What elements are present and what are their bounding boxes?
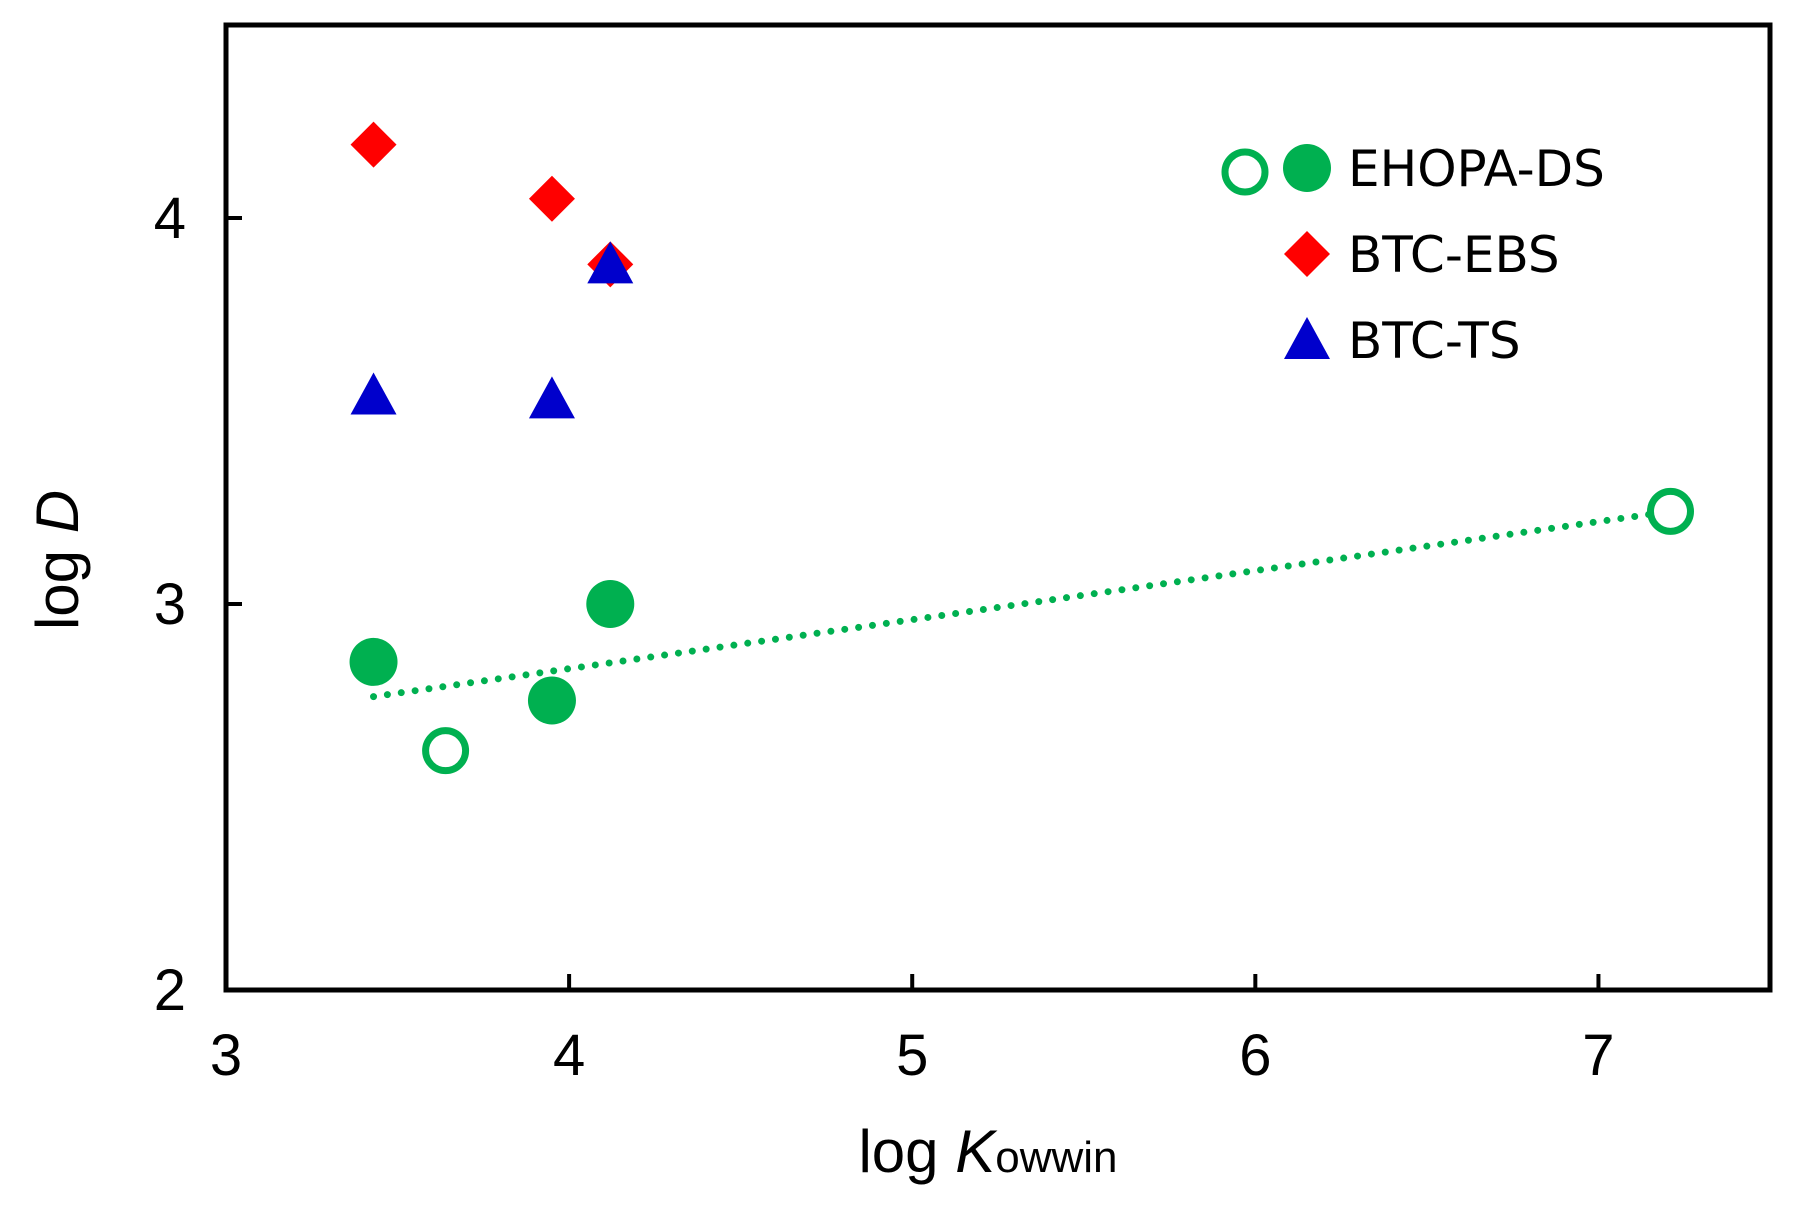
trendline-ehopa-ds: [370, 507, 1674, 701]
legend-label-ehopa-ds: EHOPA-DS: [1348, 140, 1605, 198]
point-ehopa-ds-3: [586, 580, 635, 628]
point-btc-ts-2: [528, 376, 575, 419]
legend-label-btc-ts: BTC-TS: [1348, 312, 1521, 370]
point-ehopa-ds-5: [1646, 487, 1694, 535]
y-tick-label-4: 4: [154, 186, 186, 251]
point-btc-ts-3: [587, 241, 634, 284]
y-axis-label: log D: [24, 490, 91, 630]
legend-marker-ehopa-ds-filled: [1283, 144, 1331, 192]
plot-layer: [349, 121, 1694, 775]
point-ehopa-ds-2: [527, 676, 576, 725]
x-tick-label-7: 7: [1582, 1023, 1614, 1088]
x-axis-label: log Kowwin: [858, 1118, 1117, 1185]
x-tick-label-6: 6: [1239, 1023, 1271, 1088]
point-ehopa-ds-4: [422, 727, 470, 775]
x-tick-label-5: 5: [896, 1023, 928, 1088]
plot-frame: [223, 22, 1773, 993]
legend-marker-ehopa-ds-open: [1221, 148, 1269, 196]
y-tick-label-2: 2: [154, 958, 186, 1023]
legend-marker-btc-ts: [1284, 317, 1330, 359]
point-btc-ebs-1: [350, 121, 397, 168]
legend-label-btc-ebs: BTC-EBS: [1348, 226, 1560, 284]
point-btc-ts-1: [350, 372, 397, 415]
y-tick-label-3: 3: [154, 572, 186, 637]
point-ehopa-ds-1: [349, 637, 398, 686]
x-tick-label-4: 4: [553, 1023, 585, 1088]
legend-marker-btc-ebs: [1284, 231, 1330, 277]
point-btc-ebs-2: [528, 175, 575, 222]
x-tick-label-3: 3: [210, 1023, 242, 1088]
legend: EHOPA-DS BTC-EBS BTC-TS: [1221, 140, 1605, 370]
